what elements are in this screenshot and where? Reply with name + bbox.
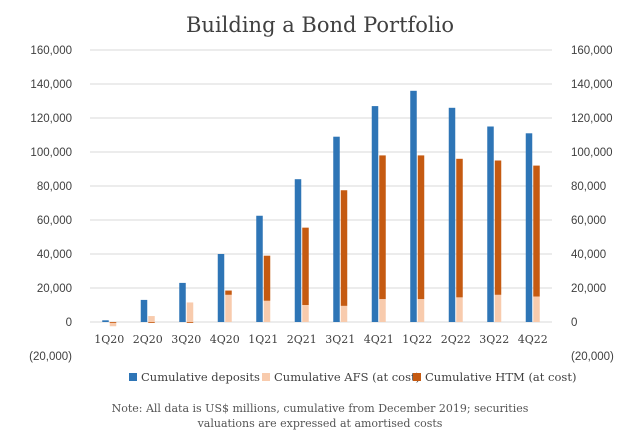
y-tick-label-left: 140,000: [30, 79, 72, 91]
bar-htm: [263, 255, 271, 301]
bar-htm: [417, 155, 425, 300]
bar-htm: [148, 322, 155, 323]
gridlines: [90, 49, 552, 323]
legend-swatch: [413, 373, 421, 381]
x-axis-categories: 1Q20 2Q20 3Q20 4Q20 1Q21 2Q21 3Q21 4Q21 1Q22 2Q22…: [94, 333, 548, 346]
x-tick-label: 4Q21: [364, 333, 394, 346]
x-tick-label: 1Q21: [248, 333, 278, 346]
bar-htm: [379, 155, 386, 300]
y-tick-label-left: 40,000: [37, 249, 72, 261]
y-tick-label-left: 120,000: [30, 113, 72, 125]
bar-deposits: [256, 215, 263, 322]
bar-afs: [379, 299, 386, 322]
bar-afs: [494, 294, 502, 322]
bar-afs: [533, 296, 540, 322]
y-tick-label-right: (20,000): [571, 351, 614, 363]
y-tick-label-left: (20,000): [29, 351, 72, 363]
bar-afs: [186, 302, 194, 322]
y-tick-label-right: 140,000: [571, 79, 613, 91]
bar-htm: [533, 165, 540, 297]
x-tick-label: 2Q21: [287, 333, 317, 346]
y-tick-label-left: 0: [66, 317, 72, 329]
bar-deposits: [333, 136, 340, 322]
y-tick-label-right: 100,000: [571, 147, 613, 159]
y-tick-label-left: 20,000: [37, 283, 72, 295]
y-tick-label-right: 20,000: [571, 283, 606, 295]
x-tick-label: 3Q22: [479, 333, 509, 346]
bar-deposits: [102, 320, 109, 322]
footnote: Note: All data is US$ millions, cumulati…: [112, 402, 529, 430]
note-line-1: Note: All data is US$ millions, cumulati…: [112, 402, 529, 415]
legend-label: Cumulative AFS (at cost): [274, 370, 420, 384]
y-tick-label-left: 60,000: [37, 215, 72, 227]
bar-afs: [225, 294, 232, 322]
y-axis-right: (20,000) 0 20,000 40,000 60,000 80,000 100,000…: [571, 45, 614, 363]
chart-title: Building a Bond Portfolio: [186, 13, 454, 37]
bar-deposits: [487, 126, 494, 322]
y-tick-label-right: 80,000: [571, 181, 606, 193]
bar-deposits: [410, 90, 417, 322]
bar-afs: [302, 305, 309, 322]
x-tick-label: 3Q20: [171, 333, 201, 346]
legend-swatch: [262, 373, 270, 381]
y-tick-label-left: 160,000: [30, 45, 72, 57]
y-tick-label-left: 100,000: [30, 147, 72, 159]
y-tick-label-right: 0: [571, 317, 577, 329]
x-tick-label: 4Q20: [210, 333, 240, 346]
y-tick-label-right: 160,000: [571, 45, 613, 57]
bar-afs: [417, 299, 425, 322]
y-tick-label-right: 120,000: [571, 113, 613, 125]
bar-htm: [494, 160, 502, 295]
x-tick-label: 2Q22: [441, 333, 471, 346]
note-line-2: valuations are expressed at amortised co…: [197, 417, 443, 430]
bar-afs: [456, 297, 463, 322]
x-tick-label: 1Q20: [94, 333, 124, 346]
bar-deposits: [371, 106, 379, 322]
x-tick-label: 2Q20: [133, 333, 163, 346]
bar-afs: [109, 322, 117, 327]
legend-swatch: [129, 373, 137, 381]
y-axis-left: (20,000) 0 20,000 40,000 60,000 80,000 100,000…: [29, 45, 72, 363]
x-tick-label: 3Q21: [325, 333, 355, 346]
legend-label: Cumulative HTM (at cost): [425, 370, 576, 384]
x-tick-label: 4Q22: [518, 333, 548, 346]
bar-deposits: [294, 179, 302, 322]
bar-htm: [302, 227, 309, 305]
bar-htm: [186, 322, 194, 323]
bar-afs: [340, 305, 348, 322]
y-tick-label-left: 80,000: [37, 181, 72, 193]
bar-deposits: [448, 107, 456, 322]
bar-afs: [148, 316, 155, 322]
bar-deposits: [179, 282, 186, 322]
bar-htm: [456, 158, 463, 298]
y-tick-label-right: 60,000: [571, 215, 606, 227]
bar-htm: [340, 190, 348, 306]
bar-htm: [225, 290, 232, 295]
y-tick-label-right: 40,000: [571, 249, 606, 261]
bar-deposits: [140, 299, 148, 322]
bars: [102, 90, 540, 327]
legend: Cumulative deposits Cumulative AFS (at co…: [129, 370, 576, 384]
x-tick-label: 1Q22: [402, 333, 432, 346]
legend-label: Cumulative deposits: [141, 370, 260, 384]
bar-afs: [263, 300, 271, 322]
bar-deposits: [525, 133, 533, 322]
bar-htm: [109, 322, 117, 323]
bar-deposits: [217, 254, 225, 322]
